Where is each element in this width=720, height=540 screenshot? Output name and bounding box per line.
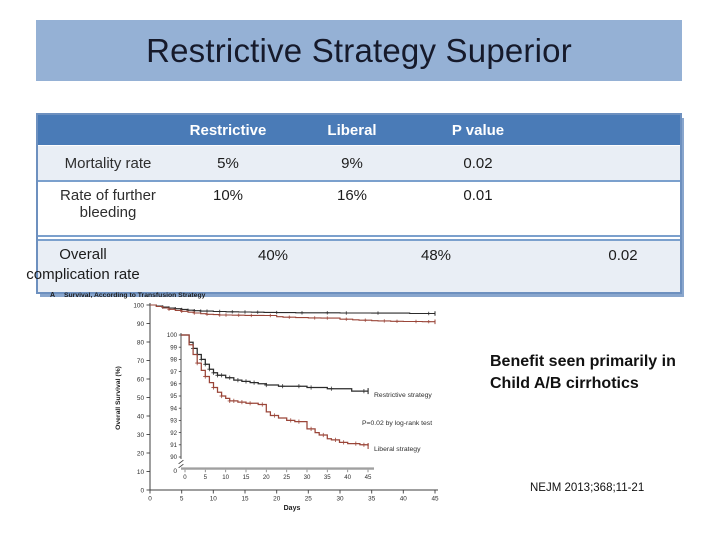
svg-text:35: 35 xyxy=(368,496,376,503)
liberal-curve-label: Liberal strategy xyxy=(374,446,421,453)
key-point-note: Benefit seen primarily in Child A/B cirr… xyxy=(490,353,676,392)
svg-text:15: 15 xyxy=(243,474,250,481)
cell-p-value: 0.01 xyxy=(463,187,493,204)
svg-text:0: 0 xyxy=(173,468,177,475)
svg-text:5: 5 xyxy=(180,496,184,503)
slide-title-bar: Restrictive Strategy Superior xyxy=(36,20,682,81)
svg-text:40: 40 xyxy=(137,413,145,420)
col-header-restrictive: Restrictive xyxy=(189,121,267,139)
svg-text:70: 70 xyxy=(137,358,145,365)
svg-text:30: 30 xyxy=(137,432,145,439)
restrictive-curve-label: Restrictive strategy xyxy=(374,392,432,399)
svg-text:5: 5 xyxy=(204,474,208,481)
svg-text:20: 20 xyxy=(137,450,145,457)
svg-text:45: 45 xyxy=(431,496,439,503)
svg-text:40: 40 xyxy=(400,496,408,503)
results-table: Restrictive Liberal P value Mortality ra… xyxy=(26,113,682,294)
cell-empty xyxy=(530,182,680,235)
svg-text:0: 0 xyxy=(183,474,187,481)
svg-text:50: 50 xyxy=(137,395,145,402)
cell-p-value: 0.02 xyxy=(463,154,493,172)
svg-text:10: 10 xyxy=(222,474,229,481)
svg-text:35: 35 xyxy=(324,474,331,481)
citation: NEJM 2013;368;11-21 xyxy=(530,482,645,494)
svg-text:0: 0 xyxy=(140,487,144,494)
table-divider xyxy=(38,235,680,237)
svg-text:25: 25 xyxy=(283,474,290,481)
chart-y-axis-label: Overall Survival (%) xyxy=(115,366,122,430)
svg-text:80: 80 xyxy=(137,339,145,346)
slide-title: Restrictive Strategy Superior xyxy=(146,31,572,69)
svg-text:94: 94 xyxy=(170,405,177,412)
table-header-row: Restrictive Liberal P value xyxy=(38,115,680,145)
svg-text:15: 15 xyxy=(241,496,249,503)
svg-text:10: 10 xyxy=(137,469,145,476)
chart-x-axis-label: Days xyxy=(284,505,301,512)
svg-text:96: 96 xyxy=(170,381,177,388)
svg-text:60: 60 xyxy=(137,376,145,383)
cell-restrictive: 40% xyxy=(257,247,289,264)
svg-text:99: 99 xyxy=(170,344,177,351)
svg-text:98: 98 xyxy=(170,357,177,364)
survival-chart: A Survival, According to Transfusion Str… xyxy=(50,292,439,512)
svg-text:45: 45 xyxy=(365,474,372,481)
svg-text:90: 90 xyxy=(170,454,177,461)
svg-text:93: 93 xyxy=(170,418,177,425)
log-rank-annotation: P=0.02 by log-rank test xyxy=(362,420,432,427)
svg-text:25: 25 xyxy=(305,496,313,503)
svg-text:30: 30 xyxy=(336,496,344,503)
svg-text:20: 20 xyxy=(263,474,270,481)
chart-title: Survival, According to Transfusion Strat… xyxy=(64,292,206,299)
cell-p-value: 0.02 xyxy=(608,247,638,264)
svg-text:40: 40 xyxy=(344,474,351,481)
cell-liberal: 9% xyxy=(341,154,363,172)
cell-restrictive: 5% xyxy=(217,154,239,172)
svg-text:97: 97 xyxy=(170,369,177,376)
chart-panel-label: A xyxy=(50,292,55,299)
table-row-further-bleeding: Rate of further bleeding 10% 16% 0.01 xyxy=(38,180,680,235)
cell-liberal: 16% xyxy=(336,187,368,204)
row-label: Mortality rate xyxy=(64,154,152,172)
svg-text:92: 92 xyxy=(170,430,177,437)
cell-liberal: 48% xyxy=(420,247,452,264)
col-header-liberal: Liberal xyxy=(327,121,377,139)
table-divider-gap xyxy=(38,237,680,239)
svg-text:100: 100 xyxy=(133,302,144,309)
svg-text:10: 10 xyxy=(210,496,218,503)
svg-text:0: 0 xyxy=(148,496,152,503)
svg-text:95: 95 xyxy=(170,393,177,400)
svg-text:90: 90 xyxy=(137,321,145,328)
table-row-overall-complication: Overall complication rate 40% 48% 0.02 xyxy=(26,239,680,292)
row-label: Rate of further bleeding xyxy=(60,187,156,221)
svg-text:20: 20 xyxy=(273,496,281,503)
cell-restrictive: 10% xyxy=(212,187,244,204)
col-header-p-value: P value xyxy=(451,121,505,139)
row-label: Overall complication rate xyxy=(26,246,140,283)
svg-text:91: 91 xyxy=(170,442,177,449)
table-row-mortality: Mortality rate 5% 9% 0.02 xyxy=(38,145,680,180)
svg-text:30: 30 xyxy=(304,474,311,481)
svg-text:100: 100 xyxy=(167,332,178,339)
